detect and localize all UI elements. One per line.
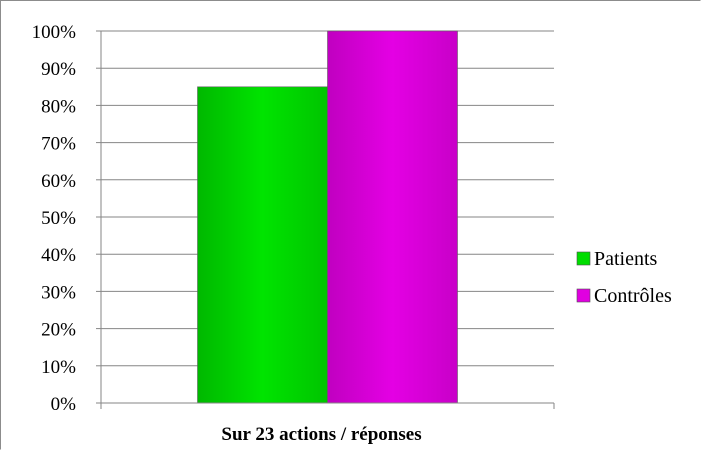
y-axis-ticks: 0% 10% 20% 30% 40% 50% 60% 70% 80% 90% 100% [32, 22, 101, 415]
legend-label: Contrôles [594, 285, 672, 307]
y-tick-label: 0% [51, 394, 77, 415]
y-tick-label: 20% [41, 320, 76, 341]
y-tick-label: 10% [41, 357, 76, 378]
y-tick-label: 80% [41, 96, 76, 117]
bar-controles [327, 30, 458, 404]
y-tick-label: 60% [41, 171, 76, 192]
legend: Patients Contrôles [576, 248, 672, 307]
bar-patients [197, 86, 328, 404]
y-tick-label: 30% [41, 282, 76, 303]
legend-swatch [576, 288, 591, 303]
y-tick-label: 50% [41, 208, 76, 229]
legend-label: Patients [594, 248, 658, 270]
x-axis-label: Sur 23 actions / réponses [221, 424, 421, 445]
y-tick-label: 40% [41, 245, 76, 266]
bars [197, 30, 458, 404]
y-tick-label: 100% [32, 22, 77, 43]
y-tick-label: 70% [41, 134, 76, 155]
y-tick-label: 90% [41, 59, 76, 80]
legend-swatch [576, 251, 591, 266]
